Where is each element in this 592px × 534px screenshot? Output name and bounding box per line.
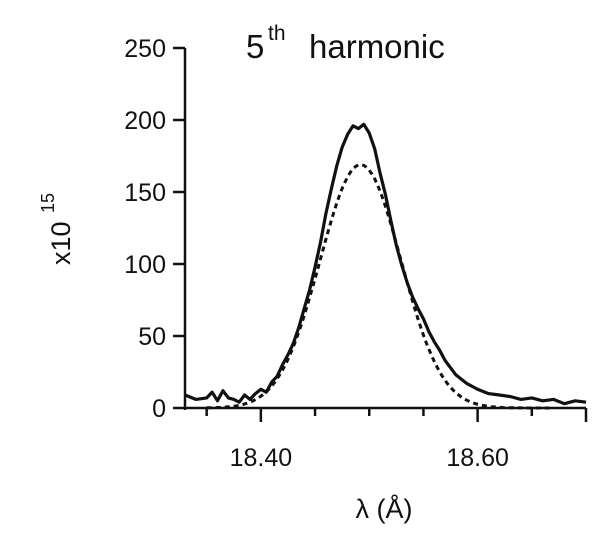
- y-axis: 0 50 100 150 200 250: [124, 35, 187, 423]
- measured-curve-solid: [184, 122, 587, 406]
- plot-title: 5 th harmonic: [246, 22, 445, 65]
- x-tick-label: 18.60: [446, 444, 509, 472]
- y-axis-label: x10 15: [38, 193, 76, 265]
- y-tick-label: 150: [124, 179, 166, 207]
- y-axis-label-exponent: 15: [38, 193, 58, 213]
- y-axis-label-base: x10: [46, 221, 76, 265]
- y-tick-label: 50: [138, 323, 166, 351]
- title-number: 5: [246, 28, 264, 65]
- fit-curve-dashed: [206, 163, 554, 410]
- y-tick-label: 200: [124, 107, 166, 135]
- title-text: harmonic: [309, 28, 445, 65]
- y-tick-label: 250: [124, 35, 166, 63]
- x-axis: 18.40 18.60: [185, 406, 588, 472]
- title-superscript: th: [268, 22, 286, 45]
- series-layer: [184, 122, 587, 410]
- y-tick-label: 100: [124, 251, 166, 279]
- x-axis-label: λ (Å): [356, 493, 413, 524]
- x-tick-label: 18.40: [230, 444, 293, 472]
- y-tick-label: 0: [152, 395, 166, 423]
